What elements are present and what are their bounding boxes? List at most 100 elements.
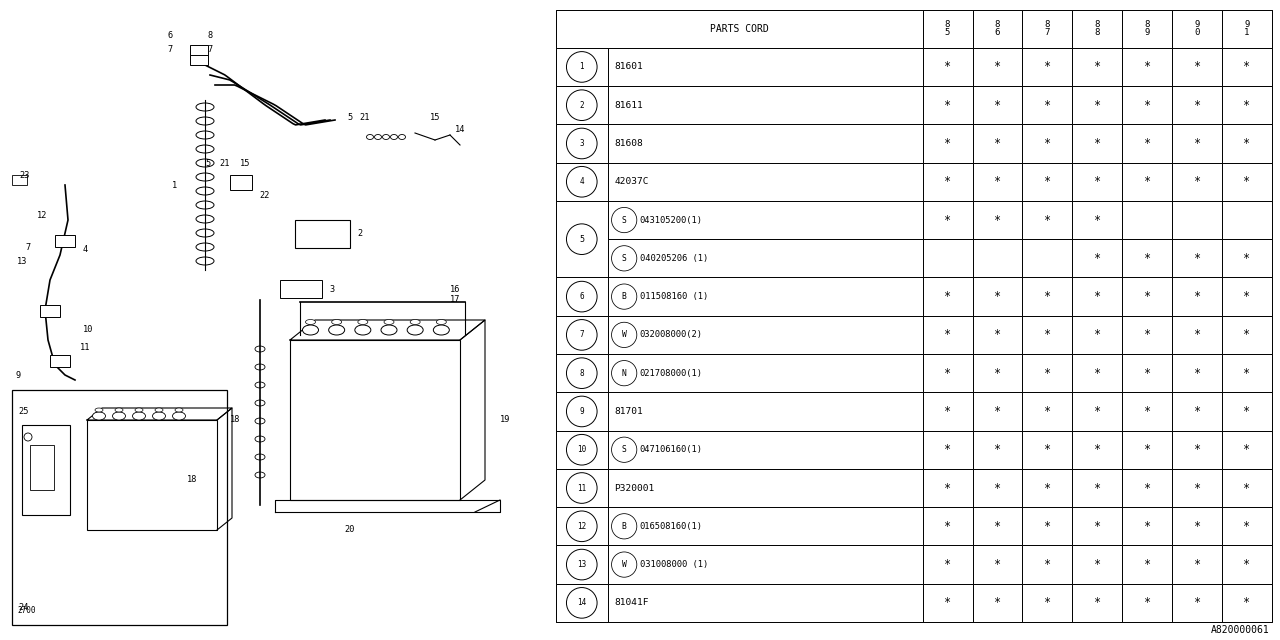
Bar	[1123, 124, 1172, 163]
Text: 8
6: 8 6	[995, 20, 1000, 37]
Text: *: *	[1243, 520, 1251, 532]
Bar	[556, 584, 608, 622]
Bar	[556, 469, 608, 507]
Text: 13: 13	[577, 560, 586, 569]
Text: *: *	[1043, 481, 1051, 495]
Ellipse shape	[332, 319, 342, 324]
Ellipse shape	[155, 408, 163, 412]
Bar	[1073, 392, 1123, 431]
Ellipse shape	[384, 319, 394, 324]
Bar	[973, 48, 1023, 86]
Bar	[556, 86, 608, 124]
Bar	[608, 545, 923, 584]
Text: 2700: 2700	[17, 606, 36, 615]
Text: 13: 13	[17, 257, 27, 266]
Text: *: *	[1093, 99, 1101, 112]
Text: 21: 21	[360, 113, 370, 122]
Bar	[1073, 163, 1123, 201]
Bar	[608, 392, 923, 431]
Bar	[973, 10, 1023, 48]
Text: 5: 5	[347, 113, 352, 122]
Text: *: *	[1093, 367, 1101, 380]
Bar	[973, 392, 1023, 431]
Text: 23: 23	[19, 170, 31, 179]
Text: *: *	[1143, 252, 1151, 265]
Text: 1: 1	[580, 63, 584, 72]
Text: 16: 16	[449, 285, 461, 294]
Text: *: *	[943, 405, 951, 418]
Bar	[1172, 469, 1222, 507]
Text: *: *	[1043, 520, 1051, 532]
Bar	[1222, 584, 1272, 622]
Bar	[973, 545, 1023, 584]
Ellipse shape	[113, 412, 125, 420]
Text: *: *	[1143, 367, 1151, 380]
Bar	[1222, 239, 1272, 278]
Text: *: *	[943, 444, 951, 456]
Ellipse shape	[92, 412, 105, 420]
Text: A820000061: A820000061	[1211, 625, 1270, 635]
Bar	[923, 278, 973, 316]
Bar	[1073, 469, 1123, 507]
Text: 4: 4	[580, 177, 584, 186]
Text: *: *	[1143, 290, 1151, 303]
Bar	[50, 355, 70, 367]
Text: *: *	[1093, 558, 1101, 571]
Bar	[1222, 86, 1272, 124]
Bar	[1023, 507, 1073, 545]
Text: W: W	[622, 560, 627, 569]
Bar	[923, 469, 973, 507]
Bar	[556, 10, 1272, 622]
Bar	[1222, 124, 1272, 163]
Bar	[973, 278, 1023, 316]
Bar	[1123, 278, 1172, 316]
Ellipse shape	[381, 325, 397, 335]
Text: S: S	[622, 216, 627, 225]
Bar	[1073, 10, 1123, 48]
Bar	[1222, 10, 1272, 48]
Bar	[1123, 86, 1172, 124]
Bar	[55, 235, 76, 247]
Bar	[923, 507, 973, 545]
Bar	[923, 584, 973, 622]
Bar	[1172, 431, 1222, 469]
Text: *: *	[1143, 520, 1151, 532]
Text: *: *	[993, 99, 1001, 112]
Text: 14: 14	[454, 125, 465, 134]
Text: 9
0: 9 0	[1194, 20, 1199, 37]
Text: 12: 12	[577, 522, 586, 531]
Text: 3: 3	[580, 139, 584, 148]
Text: 15: 15	[239, 159, 251, 168]
Bar	[87, 420, 218, 530]
Text: 42037C: 42037C	[614, 177, 649, 186]
Text: *: *	[993, 405, 1001, 418]
Text: *: *	[1193, 290, 1201, 303]
Bar	[1073, 507, 1123, 545]
Text: *: *	[993, 520, 1001, 532]
Bar	[1222, 392, 1272, 431]
Text: 8: 8	[580, 369, 584, 378]
Text: *: *	[1193, 444, 1201, 456]
Text: *: *	[1193, 99, 1201, 112]
Bar	[556, 124, 608, 163]
Bar	[973, 584, 1023, 622]
Text: *: *	[1193, 367, 1201, 380]
Bar	[1023, 392, 1073, 431]
Bar	[973, 124, 1023, 163]
Bar	[1073, 124, 1123, 163]
Text: 18: 18	[229, 415, 241, 424]
Bar	[556, 316, 608, 354]
Text: *: *	[1093, 444, 1101, 456]
Bar	[1023, 278, 1073, 316]
Text: 19: 19	[499, 415, 511, 424]
Bar	[556, 48, 608, 86]
Bar	[923, 201, 973, 239]
Bar	[608, 48, 923, 86]
Bar	[1172, 163, 1222, 201]
Bar	[608, 124, 923, 163]
Text: 043105200(1): 043105200(1)	[640, 216, 703, 225]
Bar	[923, 48, 973, 86]
Bar	[1023, 163, 1073, 201]
Ellipse shape	[434, 325, 449, 335]
Text: N: N	[622, 369, 627, 378]
